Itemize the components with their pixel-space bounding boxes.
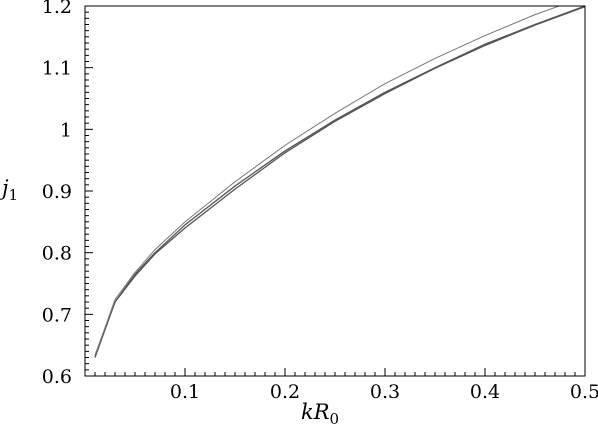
plot-frame: [84, 5, 586, 377]
series-line-1: [94, 6, 585, 356]
y-axis-label: j1: [0, 176, 18, 204]
x-tick-label: 0.2: [270, 381, 300, 403]
series-line-3: [94, 6, 561, 356]
x-axis-label-sub: 0: [330, 410, 340, 425]
y-tick-label: 0.6: [42, 366, 72, 388]
series-group: [94, 6, 585, 358]
axis-ticks: [85, 11, 576, 376]
x-tick-label: 0.3: [370, 381, 400, 403]
x-tick-label: 0.4: [470, 381, 500, 403]
y-tick-label: 1.1: [42, 58, 72, 80]
x-axis-label-main: kR: [301, 400, 330, 424]
y-axis-label-main: j: [0, 176, 9, 200]
y-tick-label: 1: [60, 119, 72, 141]
tick-labels: 0.1 0.2 0.3 0.4 0.5 0.6 0.7 0.8 0.9 1 1.1 1.2: [42, 0, 598, 403]
y-tick-label: 0.8: [42, 243, 72, 265]
x-tick-label: 0.1: [170, 381, 200, 403]
x-axis-label: kR0: [301, 400, 339, 425]
series-line-2: [94, 6, 585, 358]
y-tick-label: 0.7: [42, 304, 72, 326]
y-tick-label: 1.2: [42, 0, 72, 18]
y-axis-label-sub: 1: [9, 186, 19, 204]
y-tick-label: 0.9: [42, 181, 72, 203]
x-tick-label: 0.5: [570, 381, 598, 403]
